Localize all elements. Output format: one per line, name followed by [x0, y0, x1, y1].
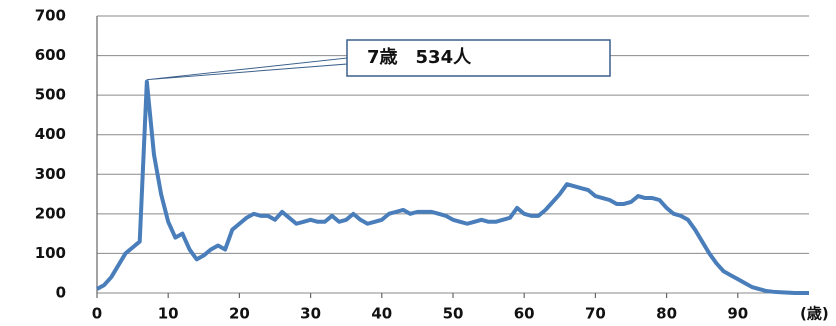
y-tick-label: 500: [35, 86, 66, 104]
y-tick-label: 600: [35, 46, 66, 64]
x-tick-label: 20: [229, 305, 250, 323]
annotation-leader: [146, 57, 348, 81]
x-tick-label: 90: [727, 305, 748, 323]
x-tick-label: 30: [300, 305, 321, 323]
y-tick-label: 700: [35, 7, 66, 25]
x-tick-label: 70: [585, 305, 606, 323]
y-tick-label: 0: [56, 284, 66, 302]
x-tick-label: 0: [92, 305, 102, 323]
x-tick-label: 40: [371, 305, 392, 323]
y-tick-label: 400: [35, 125, 66, 143]
y-tick-label: 300: [35, 165, 66, 183]
annotation-text: 7歳 534人: [367, 47, 472, 68]
y-tick-label: 200: [35, 204, 66, 222]
x-tick-label: 50: [443, 305, 464, 323]
x-tick-label: 10: [158, 305, 179, 323]
data-line: [96, 79, 809, 295]
annotation-box: [346, 39, 611, 77]
x-axis-label: (歳): [800, 305, 829, 323]
y-tick-label: 100: [35, 244, 66, 262]
x-tick-label: 80: [656, 305, 677, 323]
x-tick-label: 60: [514, 305, 535, 323]
